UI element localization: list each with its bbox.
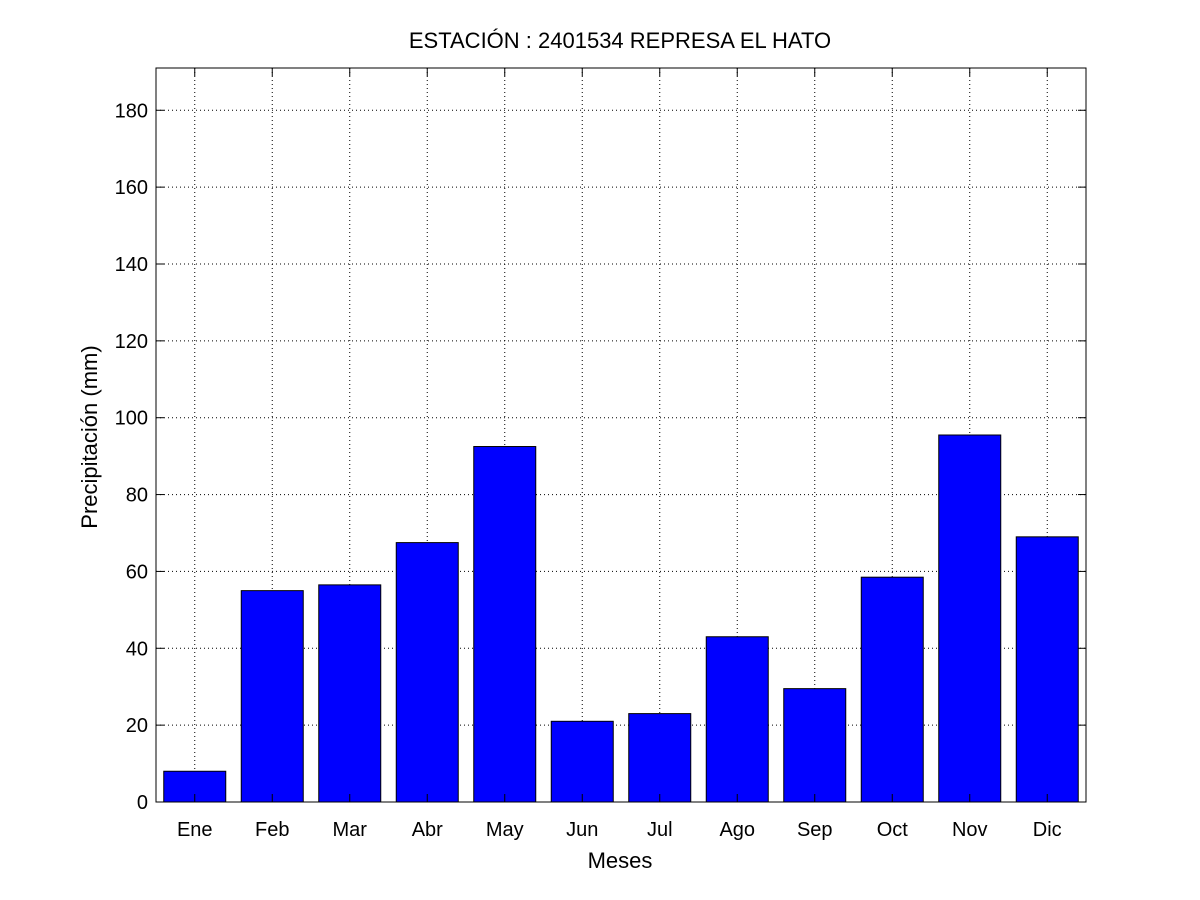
x-tick-label: Jul [647, 819, 673, 841]
bar-abr [395, 542, 459, 803]
chart-title: ESTACIÓN : 2401534 REPRESA EL HATO [409, 28, 831, 53]
bar-may [473, 446, 537, 803]
bar-jun [550, 720, 614, 803]
y-tick-label: 20 [126, 715, 148, 737]
grid-lines [156, 68, 1086, 802]
axis-ticks [156, 68, 1086, 803]
x-tick-label: Feb [255, 819, 289, 841]
y-tick-label: 100 [115, 408, 148, 430]
bar-feb [240, 590, 304, 803]
y-tick-label: 40 [126, 638, 148, 660]
x-axis-label: Meses [588, 848, 653, 873]
bar-jul [628, 713, 692, 803]
y-tick-label: 80 [126, 485, 148, 507]
bar-nov [938, 434, 1002, 803]
bars [163, 434, 1079, 803]
x-tick-label: Nov [952, 819, 988, 841]
x-tick-label: Mar [333, 819, 368, 841]
y-tick-label: 60 [126, 561, 148, 583]
y-tick-label: 180 [115, 100, 148, 122]
x-tick-label: Ago [719, 819, 755, 841]
x-tick-label: Ene [177, 819, 213, 841]
plot-frame [155, 67, 1087, 803]
y-tick-label: 0 [137, 792, 148, 814]
bar-sep [783, 688, 847, 803]
bar-mar [318, 584, 382, 803]
y-tick-label: 160 [115, 177, 148, 199]
y-tick-label: 140 [115, 254, 148, 276]
bar-dic [1015, 536, 1079, 803]
x-tick-label: Abr [412, 819, 443, 841]
y-tick-labels: 0 20 40 60 80 100 120 140 160 180 [115, 100, 148, 814]
x-tick-label: Jun [566, 819, 598, 841]
y-axis-label: Precipitación (mm) [77, 345, 102, 528]
x-tick-label: Sep [797, 819, 833, 841]
x-tick-label: Oct [877, 819, 909, 841]
x-tick-label: Dic [1033, 819, 1062, 841]
x-tick-labels: Ene Feb Mar Abr May Jun Jul Ago Sep Oct Nov Dic [177, 819, 1062, 841]
bar-oct [860, 576, 924, 803]
y-tick-label: 120 [115, 331, 148, 353]
bar-ago [705, 636, 769, 803]
x-tick-label: May [486, 819, 524, 841]
